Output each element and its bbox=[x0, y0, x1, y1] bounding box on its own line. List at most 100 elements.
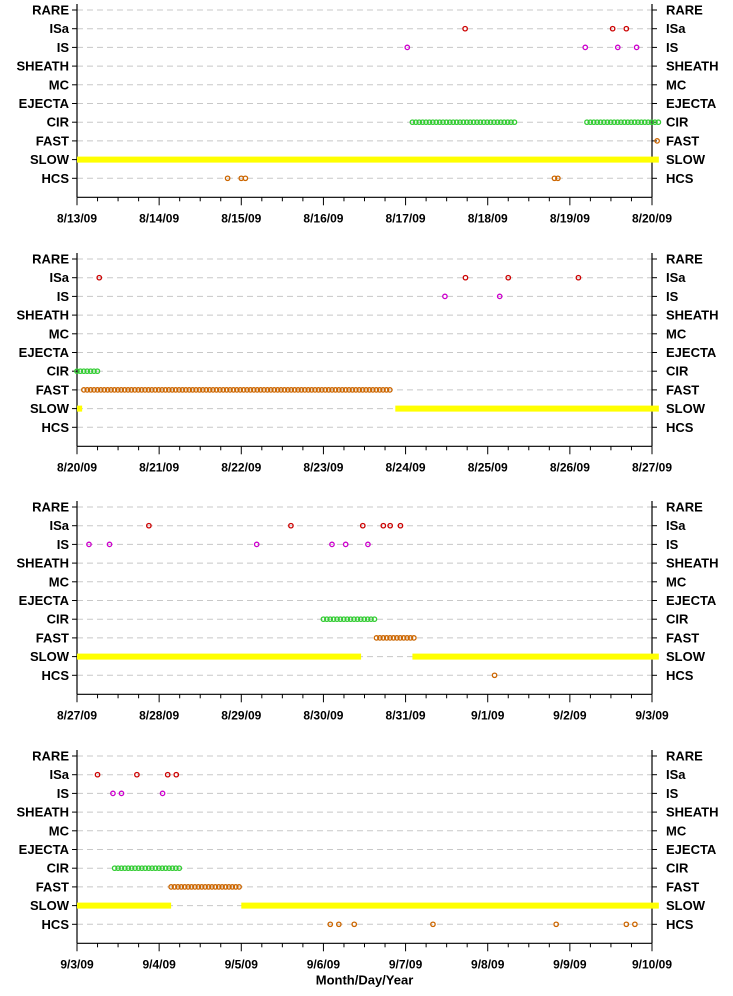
data-point-cir bbox=[125, 865, 132, 872]
data-point-fast bbox=[363, 387, 369, 393]
data-point-fast bbox=[232, 884, 239, 890]
data-point-fast bbox=[377, 635, 383, 641]
data-point-fast bbox=[359, 387, 366, 393]
data-point-cir bbox=[364, 616, 371, 623]
data-point-cir bbox=[354, 616, 361, 623]
x-tick-label: 8/26/09 bbox=[550, 460, 590, 474]
data-point-is bbox=[329, 541, 335, 548]
data-point-is bbox=[582, 44, 589, 51]
x-tick-label: 8/27/09 bbox=[57, 708, 97, 722]
category-label-right-isa: ISa bbox=[666, 767, 686, 782]
x-tick-label: 8/31/09 bbox=[386, 708, 426, 722]
data-point-hcs bbox=[327, 921, 334, 928]
data-point-cir bbox=[172, 865, 179, 872]
data-point-cir bbox=[477, 119, 484, 126]
data-point-fast bbox=[383, 387, 390, 393]
data-point-cir bbox=[450, 119, 457, 126]
data-point-fast bbox=[229, 884, 236, 890]
series-fast bbox=[373, 635, 417, 641]
data-point-cir bbox=[511, 119, 518, 126]
data-point-cir bbox=[84, 368, 91, 375]
data-point-isa bbox=[575, 274, 582, 281]
data-point-fast bbox=[281, 387, 288, 393]
data-point-fast bbox=[380, 387, 386, 393]
data-point-cir bbox=[128, 865, 135, 872]
data-point-fast bbox=[179, 387, 186, 393]
data-interval-slow bbox=[77, 653, 362, 660]
data-point-fast bbox=[335, 387, 342, 393]
data-point-cir bbox=[641, 119, 648, 126]
series-hcs bbox=[491, 672, 498, 679]
data-point-cir bbox=[638, 119, 645, 126]
data-point-cir bbox=[121, 865, 128, 872]
data-interval-slow bbox=[412, 653, 659, 660]
category-label-left-is: IS bbox=[57, 289, 70, 304]
data-point-fast bbox=[185, 884, 191, 890]
data-point-fast bbox=[267, 387, 274, 393]
data-point-cir bbox=[440, 119, 446, 126]
data-point-isa bbox=[146, 522, 152, 529]
data-point-hcs bbox=[351, 921, 358, 928]
x-tick-label: 9/8/09 bbox=[471, 957, 505, 971]
data-point-hcs bbox=[553, 921, 560, 928]
category-label-right-is: IS bbox=[666, 289, 679, 304]
data-point-cir bbox=[330, 616, 337, 623]
data-point-hcs bbox=[551, 175, 558, 182]
data-point-fast bbox=[94, 387, 101, 393]
data-point-cir bbox=[624, 119, 631, 126]
series-is bbox=[86, 541, 371, 548]
data-point-fast bbox=[271, 387, 278, 393]
data-point-cir bbox=[655, 119, 662, 126]
data-point-fast bbox=[209, 884, 215, 890]
data-point-hcs bbox=[242, 175, 249, 182]
data-point-isa bbox=[609, 25, 616, 32]
x-tick-label: 9/9/09 bbox=[553, 957, 587, 971]
data-point-fast bbox=[407, 635, 414, 641]
data-point-cir bbox=[487, 119, 494, 126]
data-point-is bbox=[614, 44, 621, 51]
data-point-fast bbox=[84, 387, 91, 393]
data-point-cir bbox=[159, 865, 166, 872]
x-tick-label: 8/30/09 bbox=[303, 708, 343, 722]
category-label-left-isa: ISa bbox=[49, 518, 69, 533]
category-label-right-mc: MC bbox=[666, 326, 687, 341]
data-point-fast bbox=[322, 387, 329, 393]
data-point-hcs bbox=[632, 921, 638, 928]
data-point-isa bbox=[623, 25, 630, 32]
data-point-fast bbox=[240, 387, 247, 393]
data-point-fast bbox=[404, 635, 410, 641]
data-point-fast bbox=[222, 884, 229, 890]
data-point-fast bbox=[168, 884, 174, 890]
data-point-fast bbox=[195, 884, 202, 890]
data-point-fast bbox=[219, 884, 225, 890]
category-label-right-is: IS bbox=[666, 786, 679, 801]
x-tick-label: 8/19/09 bbox=[550, 211, 590, 225]
data-point-fast bbox=[171, 884, 178, 890]
chart-panel-4: RARE RARE ISa ISa IS IS SHEATH SHEATH MC MC EJECTA… bbox=[17, 749, 719, 988]
category-label-right-ejecta: EJECTA bbox=[666, 345, 717, 360]
category-label-right-hcs: HCS bbox=[666, 420, 694, 435]
category-label-right-isa: ISa bbox=[666, 270, 686, 285]
data-point-cir bbox=[597, 119, 604, 126]
data-point-cir bbox=[621, 119, 628, 126]
series-cir bbox=[409, 119, 662, 126]
data-point-cir bbox=[594, 119, 601, 126]
data-point-fast bbox=[325, 387, 332, 393]
data-point-fast bbox=[189, 387, 196, 393]
data-point-isa bbox=[462, 25, 468, 32]
data-point-fast bbox=[165, 387, 172, 393]
data-point-fast bbox=[411, 635, 417, 641]
x-tick-label: 9/3/09 bbox=[60, 957, 94, 971]
category-label-left-sheath: SHEATH bbox=[17, 308, 69, 323]
category-label-left-slow: SLOW bbox=[30, 401, 70, 416]
data-point-fast bbox=[176, 387, 182, 393]
data-point-fast bbox=[97, 387, 104, 393]
series-isa bbox=[96, 274, 582, 281]
data-point-cir bbox=[74, 368, 80, 375]
data-point-fast bbox=[346, 387, 352, 393]
x-tick-label: 9/2/09 bbox=[553, 708, 587, 722]
series-cir bbox=[111, 865, 183, 872]
category-label-right-mc: MC bbox=[666, 77, 687, 92]
data-point-fast bbox=[202, 884, 208, 890]
data-point-cir bbox=[371, 616, 378, 623]
